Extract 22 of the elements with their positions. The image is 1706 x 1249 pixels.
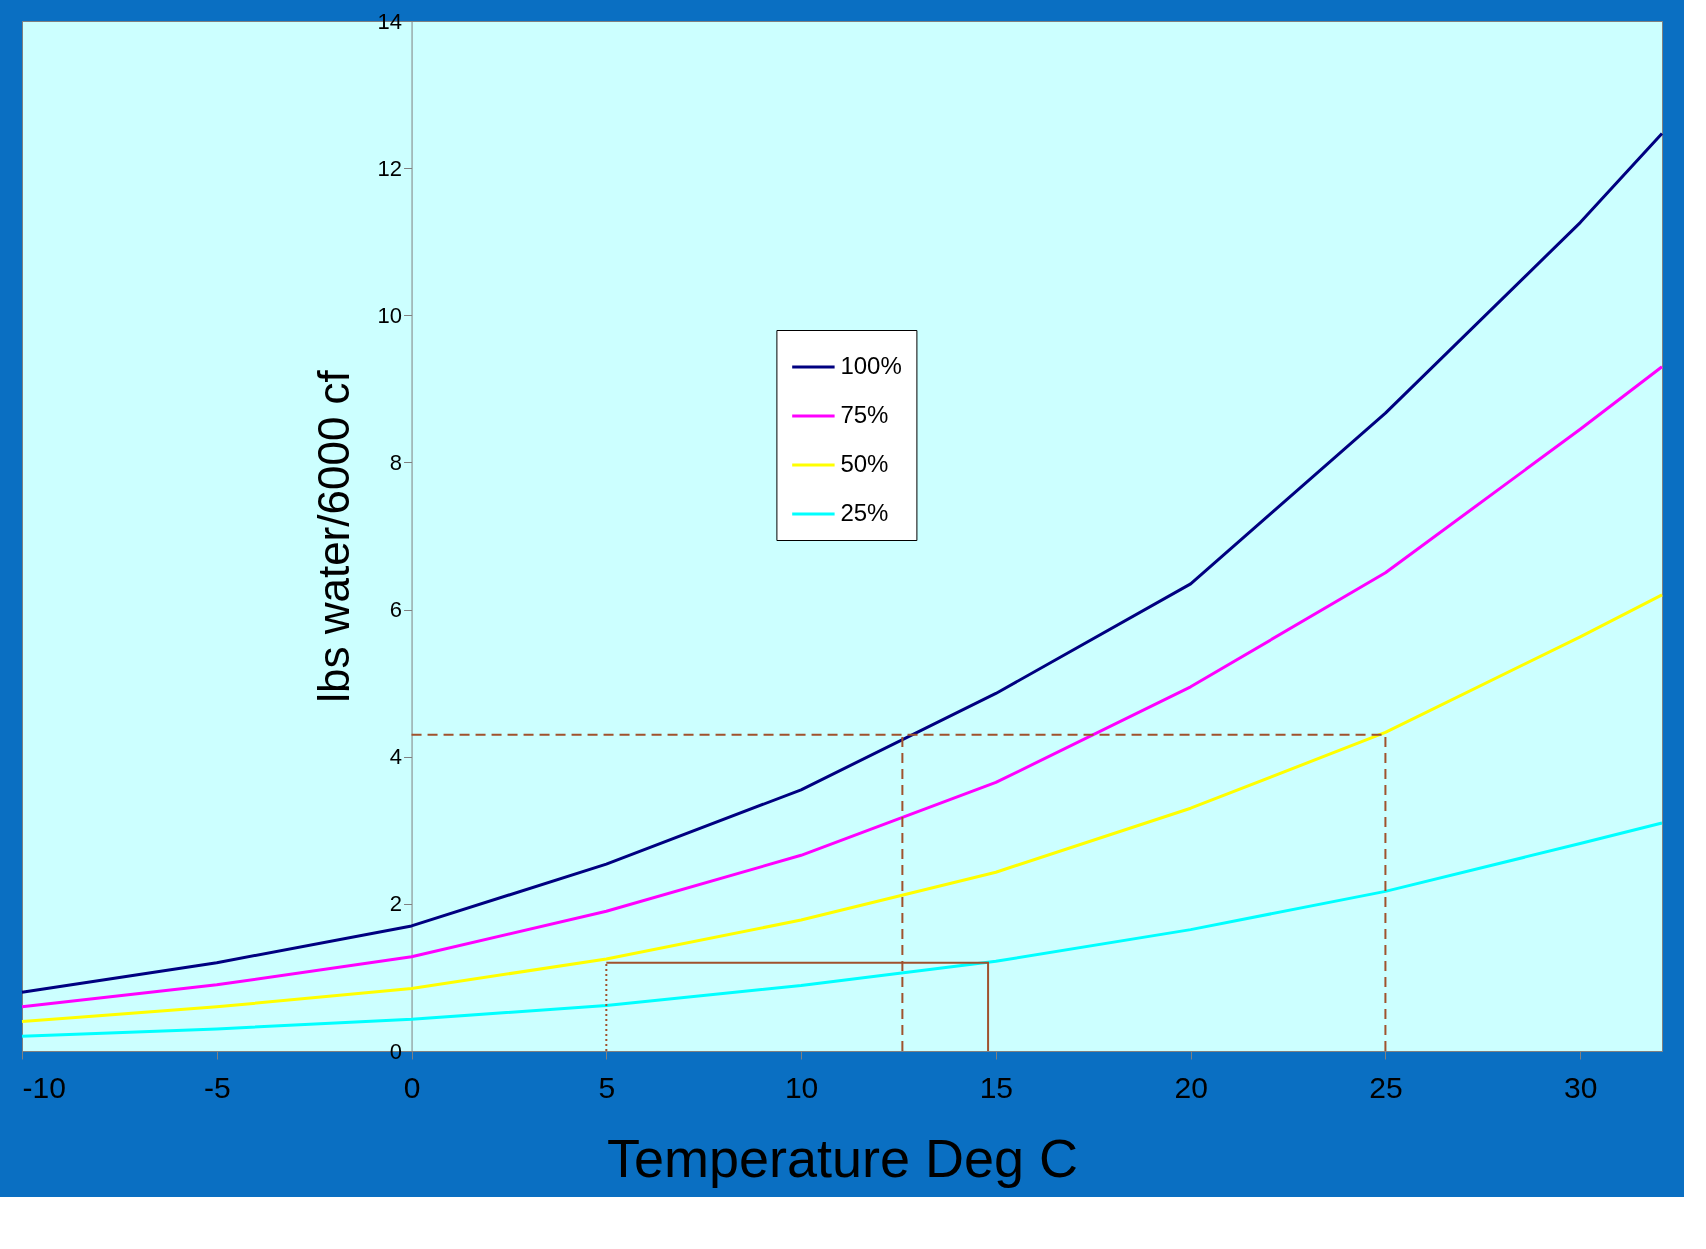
- legend-label: 100%: [840, 352, 902, 379]
- legend-label: 25%: [840, 499, 889, 526]
- x-tick-label: 5: [598, 1070, 616, 1104]
- y-tick-label: 2: [389, 891, 403, 917]
- y-tick-label: 4: [389, 744, 403, 770]
- x-axis-title: Temperature Deg C: [606, 1127, 1079, 1188]
- x-tick-label: -10: [22, 1070, 66, 1104]
- y-tick-label: 8: [389, 449, 403, 475]
- x-tick-label: 25: [1369, 1070, 1403, 1104]
- y-tick-label: 12: [377, 155, 403, 181]
- legend-label: 75%: [840, 401, 889, 428]
- y-tick-label: 10: [377, 302, 403, 328]
- y-tick-label: 0: [389, 1038, 403, 1064]
- legend-label: 50%: [840, 450, 889, 477]
- x-tick-label: -5: [203, 1070, 231, 1104]
- x-tick-label: 15: [979, 1070, 1014, 1104]
- y-axis-title: lbs water/6000 cf: [308, 369, 358, 703]
- x-tick-label: 10: [784, 1070, 819, 1104]
- x-tick-label: 20: [1174, 1070, 1208, 1104]
- x-tick-label: 30: [1564, 1070, 1598, 1104]
- y-tick-label: 6: [389, 597, 403, 623]
- y-tick-label: 14: [377, 8, 403, 34]
